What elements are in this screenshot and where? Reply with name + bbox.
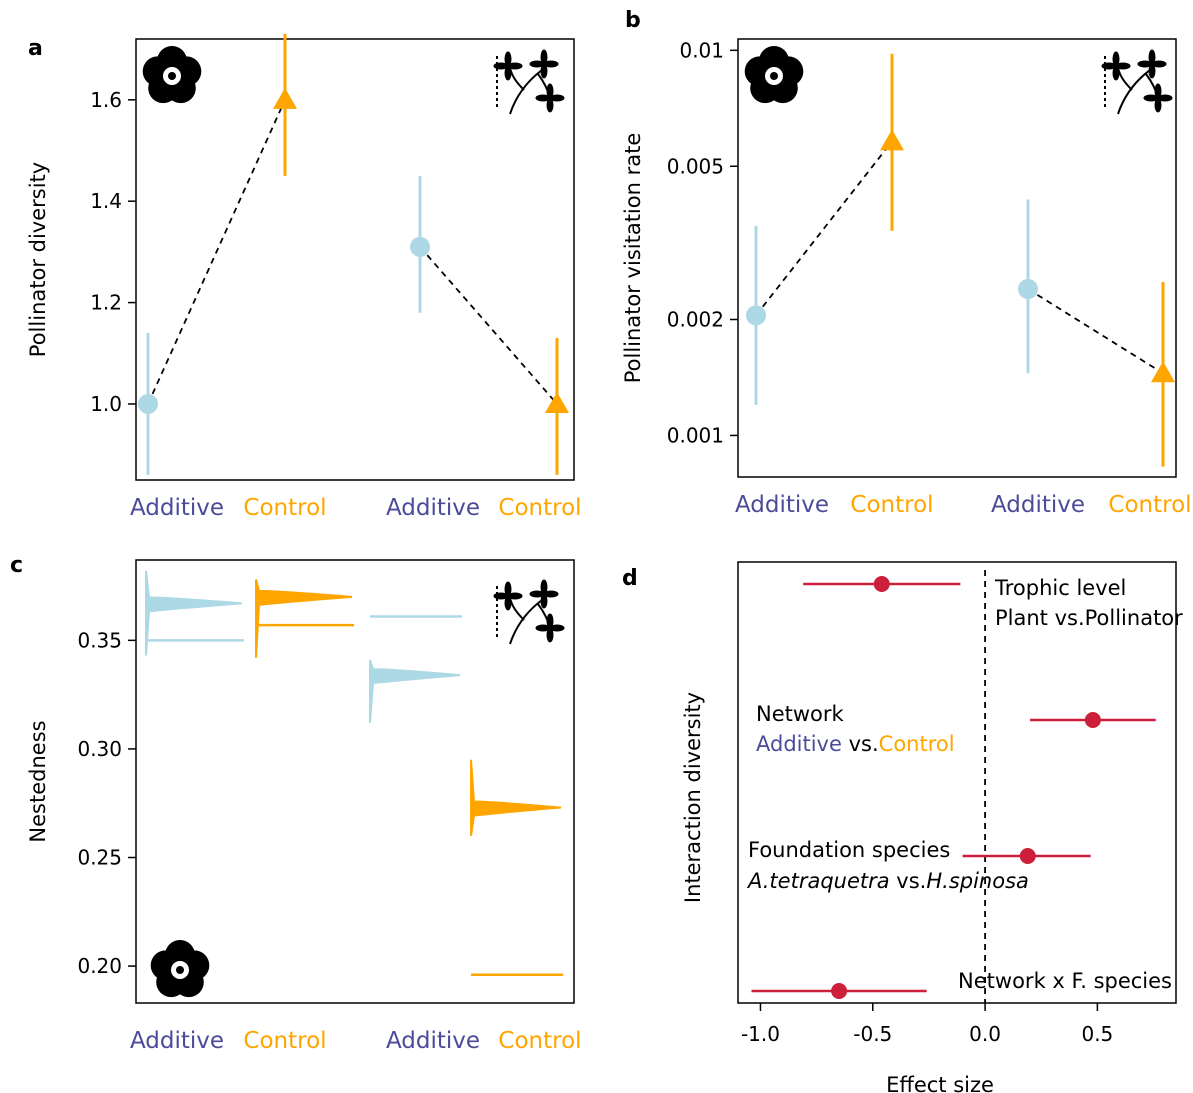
panel-d-label: d <box>622 566 638 591</box>
annotation-species-2: H.spinosa <box>926 869 1029 893</box>
annotation-network: Network <box>756 702 845 726</box>
category-label: Additive <box>130 495 224 521</box>
y-axis-label: Interaction diversity <box>681 692 705 903</box>
y-tick-label: 0.35 <box>77 628 122 652</box>
data-point <box>545 391 569 413</box>
data-point <box>880 129 904 151</box>
flower-icon <box>142 46 202 104</box>
panel-d-frame <box>737 561 1177 1004</box>
data-point <box>273 87 297 109</box>
y-tick-label: 0.20 <box>77 954 122 978</box>
data-point <box>410 236 430 257</box>
annotation-foundation-detail: A.tetraquetra vs.H.spinosa <box>746 869 1029 893</box>
annotation-interaction: Network x F. species <box>958 969 1172 993</box>
density-shape <box>470 759 562 836</box>
y-axis-label: Pollinator diversity <box>26 162 50 357</box>
connector-line <box>755 140 893 316</box>
x-tick-label: 0.0 <box>969 1022 1001 1046</box>
category-label: Control <box>498 495 581 521</box>
y-axis-label: Nestedness <box>26 720 50 842</box>
flower-icon <box>744 46 804 104</box>
connector-line <box>1027 288 1164 375</box>
annotation-trophic-detail: Plant vs.Pollinator <box>995 606 1183 630</box>
category-label: Control <box>1108 492 1191 518</box>
panel-c-label: c <box>10 553 23 578</box>
annotation-trophic: Trophic level <box>994 576 1126 600</box>
shrub-icon <box>492 48 566 115</box>
y-tick-label: 1.2 <box>90 291 122 315</box>
density-shape <box>145 570 243 656</box>
category-label: Additive <box>735 492 829 518</box>
effect-point <box>1084 712 1101 728</box>
panel-b-label: b <box>625 8 641 33</box>
category-label: Additive <box>130 1028 224 1054</box>
annotation-vs: vs. <box>842 732 879 756</box>
y-tick-label: 0.25 <box>77 846 122 870</box>
connector-line <box>147 99 286 405</box>
flower-icon <box>150 940 210 998</box>
y-tick-label: 0.30 <box>77 737 122 761</box>
x-axis-label: Effect size <box>886 1073 994 1093</box>
category-label: Control <box>850 492 933 518</box>
y-tick-label: 0.005 <box>667 154 724 178</box>
category-label: Additive <box>991 492 1085 518</box>
y-tick-label: 1.4 <box>90 189 122 213</box>
category-label: Control <box>243 1028 326 1054</box>
annotation-network-detail: Additive vs.Control <box>756 732 955 756</box>
y-tick-label: 0.002 <box>667 308 724 332</box>
x-tick-label: 0.5 <box>1081 1022 1113 1046</box>
data-point <box>1151 361 1175 383</box>
data-point <box>138 393 158 414</box>
density-shape <box>255 579 353 658</box>
effect-point <box>831 983 848 999</box>
y-tick-label: 1.0 <box>90 392 122 416</box>
panel-a-frame <box>135 38 575 481</box>
effect-point <box>1019 848 1036 864</box>
category-label: Control <box>498 1028 581 1054</box>
annotation-foundation: Foundation species <box>748 838 950 862</box>
annotation-vs: vs. <box>890 869 927 893</box>
x-tick-label: -0.5 <box>853 1022 892 1046</box>
y-tick-label: 1.6 <box>90 88 122 112</box>
panel-b-frame <box>737 38 1177 478</box>
category-label: Control <box>243 495 326 521</box>
data-point <box>746 305 766 326</box>
category-label: Additive <box>386 495 480 521</box>
effect-point <box>873 576 890 592</box>
y-tick-label: 0.01 <box>679 38 724 62</box>
y-tick-label: 0.001 <box>667 423 724 447</box>
annotation-species-1: A.tetraquetra <box>746 869 890 893</box>
category-label: Additive <box>386 1028 480 1054</box>
connector-line <box>419 246 558 405</box>
y-axis-label: Pollinator visitation rate <box>621 133 645 384</box>
x-tick-label: -1.0 <box>741 1022 780 1046</box>
panel-a-label: a <box>28 36 43 61</box>
annotation-control: Control <box>879 732 955 756</box>
shrub-icon <box>1100 48 1174 115</box>
panel-c-frame <box>135 559 575 1004</box>
annotation-additive: Additive <box>756 732 842 756</box>
shrub-icon <box>492 578 566 645</box>
data-point <box>1018 279 1038 300</box>
density-shape <box>369 659 461 723</box>
